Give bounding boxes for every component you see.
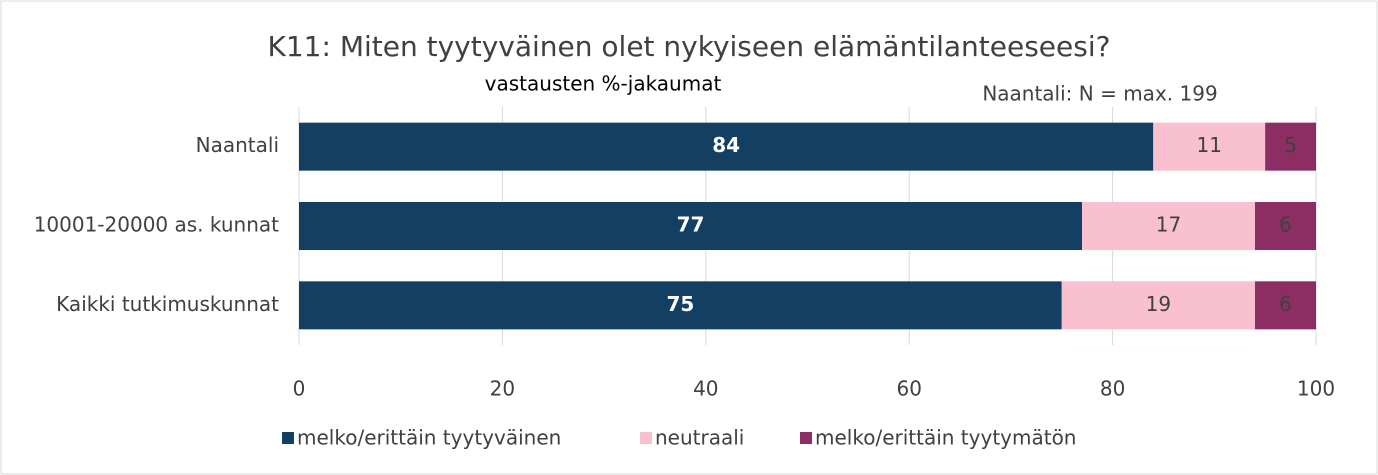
bar-segment bbox=[1061, 281, 1255, 330]
legend-label: melko/erittäin tyytymätön bbox=[815, 426, 1076, 450]
legend-label: melko/erittäin tyytyväinen bbox=[297, 426, 561, 450]
bar-segment bbox=[1254, 202, 1316, 250]
data-label: 17 bbox=[1156, 213, 1181, 237]
data-label: 11 bbox=[1196, 133, 1221, 157]
data-label: 5 bbox=[1284, 133, 1297, 157]
bar-segment bbox=[1082, 202, 1255, 250]
y-tick-label: Naantali bbox=[196, 133, 279, 157]
data-label: 77 bbox=[677, 213, 705, 237]
data-label: 19 bbox=[1146, 292, 1171, 316]
y-tick-label: Kaikki tutkimuskunnat bbox=[56, 292, 279, 316]
bar-segment bbox=[299, 202, 1083, 250]
data-label: 6 bbox=[1279, 213, 1292, 237]
x-tick-label: 0 bbox=[293, 377, 306, 401]
bar-segment bbox=[1153, 122, 1266, 171]
chart-subtitle: vastausten %-jakaumat bbox=[485, 72, 722, 96]
data-label: 6 bbox=[1279, 292, 1292, 316]
x-tick-label: 20 bbox=[490, 377, 515, 401]
chart-title: K11: Miten tyytyväinen olet nykyiseen el… bbox=[268, 30, 1111, 63]
bar-segment bbox=[299, 281, 1062, 330]
bar-segment bbox=[1254, 281, 1316, 330]
annotation: Naantali: N = max. 199 bbox=[982, 82, 1217, 106]
data-label: 75 bbox=[666, 292, 694, 316]
y-tick-label: 10001-20000 as. kunnat bbox=[34, 213, 279, 237]
bar-segment bbox=[1265, 122, 1316, 171]
bar-segment bbox=[299, 122, 1154, 171]
legend-swatch bbox=[640, 432, 652, 444]
legend-label: neutraali bbox=[655, 426, 744, 450]
x-tick-label: 100 bbox=[1297, 377, 1335, 401]
data-label: 84 bbox=[712, 133, 740, 157]
x-tick-label: 40 bbox=[693, 377, 718, 401]
legend-swatch bbox=[282, 432, 294, 444]
x-tick-label: 80 bbox=[1100, 377, 1125, 401]
x-tick-label: 60 bbox=[896, 377, 921, 401]
legend-swatch bbox=[800, 432, 812, 444]
